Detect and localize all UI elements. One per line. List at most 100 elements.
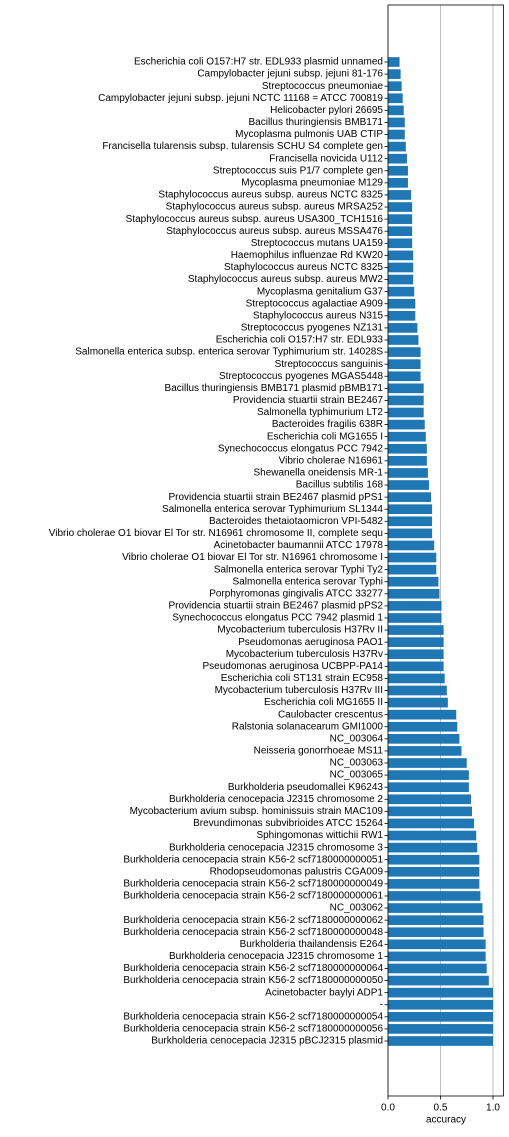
bar [388,552,437,563]
y-tick-label: Streptococcus sanguinis [275,359,383,370]
bar [388,794,471,805]
bar [388,298,416,309]
y-tick-label: Vibrio cholerae O1 biovar El Tor str. N1… [49,528,383,539]
y-tick-label: Escherichia coli MG1655 I [267,431,383,442]
bar [388,431,426,442]
y-tick-label: NC_003062 [330,903,384,914]
y-tick-label: Burkholderia cenocepacia J2315 pBCJ2315 … [151,1036,383,1047]
bar [388,697,448,708]
bar [388,286,415,297]
y-tick-label: Streptococcus pneumoniae [262,81,384,92]
y-tick-label: Mycobacterium tuberculosis H37Rv II [217,625,383,636]
bar [388,202,413,212]
bar [388,625,444,635]
y-tick-label: Campylobacter jejuni subsp. jejuni NCTC … [98,93,383,104]
y-tick-label: Haemophilus influenzae Rd KW20 [231,250,384,261]
y-tick-label: Staphylococcus aureus subsp. aureus USA3… [126,214,384,225]
bar [388,576,439,587]
bar [388,806,472,817]
axes-frame [387,4,504,1097]
bar [388,178,408,188]
bar [388,975,489,986]
bar [388,480,429,490]
y-tick-label: Synechococcus elongatus PCC 7942 [218,443,384,454]
y-tick-label: Shewanella oneidensis MR-1 [253,468,383,479]
bar [388,818,475,829]
bar [388,516,433,527]
bar [388,190,412,200]
y-tick-label: Salmonella enterica subsp. enterica sero… [75,347,383,358]
y-tick-label: Staphylococcus aureus subsp. aureus MW2 [188,274,384,285]
bar [388,69,401,79]
bar [388,540,435,551]
y-tick-label: Synechococcus elongatus PCC 7942 plasmid… [172,613,383,624]
bar [388,854,480,865]
y-tick-label: Streptococcus pyogenes NZ131 [241,323,384,334]
y-tick-label: Francisella novicida U112 [269,153,383,164]
y-tick-label: Mycoplasma genitalium G37 [257,286,384,297]
bar [388,93,403,104]
y-tick-label: Salmonella enterica serovar Typhi Ty2 [214,564,384,575]
y-tick-label: Providencia stuartii strain BE2467 plasm… [168,601,383,612]
y-tick-label: Burkholderia cenocepacia strain K56-2 sc… [123,854,383,865]
bar [388,310,416,321]
bar [388,274,414,285]
bar [388,323,418,333]
bar [388,443,427,454]
y-tick-label: Mycobacterium tuberculosis H37Rv III [215,685,383,696]
bar [388,117,405,128]
bar [388,347,421,357]
bar [388,407,424,418]
bar [388,939,486,950]
y-tick-label: Burkholderia thailandensis E264 [240,939,384,950]
bar [388,141,406,152]
bar [388,165,408,176]
y-tick-label: Escherichia coli O157:H7 str. EDL933 pla… [134,57,383,68]
bar [388,504,433,515]
bar [388,637,444,647]
bar [388,468,428,478]
bar [388,866,480,877]
y-tick-label: Staphylococcus aureus subsp. aureus MRSA… [166,202,384,213]
y-tick-label: Burkholderia cenocepacia strain K56-2 sc… [123,975,383,986]
bar [388,214,413,224]
y-tick-label: Escherichia coli ST131 strain EC958 [221,673,384,684]
bar [388,1036,493,1046]
y-tick-label: Ralstonia solanacearum GMI1000 [232,721,384,732]
y-tick-label: Burkholderia cenocepacia strain K56-2 sc… [123,891,383,902]
bar [388,129,405,140]
y-tick-label: Mycoplasma pulmonis UAB CTIP [235,129,383,140]
y-tick-label: Burkholderia cenocepacia J2315 chromosom… [169,842,383,853]
y-tick-label: Staphylococcus aureus subsp. aureus NCTC… [158,190,383,201]
y-tick-label: Streptococcus suis P1/7 complete gen [213,165,383,176]
y-tick-label: NC_003064 [330,733,384,744]
y-tick-label: Mycobacterium avium subsp. hominissuis s… [130,806,384,817]
bar [388,987,493,998]
y-tick-label: Rhodopseudomonas palustris CGA009 [210,866,384,877]
bar [388,1024,493,1034]
y-tick-label: Streptococcus pyogenes MGAS5448 [219,371,383,382]
bar [388,238,413,249]
x-axis-label: accuracy [426,1115,466,1126]
y-tick-label: Burkholderia cenocepacia strain K56-2 sc… [123,963,383,974]
y-tick-label: Staphylococcus aureus N315 [253,310,384,321]
bar [388,456,427,466]
y-tick-label: Bacillus subtilis 168 [296,480,384,491]
y-tick-label: Burkholderia cenocepacia strain K56-2 sc… [123,915,383,926]
bar [388,588,440,599]
bar [388,842,478,853]
y-tick-label: Vibrio cholerae N16961 [279,455,384,466]
y-tick-label: NC_003065 [330,770,384,781]
bar [388,250,414,261]
bar [388,262,414,273]
bar [388,153,407,164]
bar [388,673,445,684]
bar [388,879,480,889]
bar [388,758,467,768]
y-tick-label: Streptococcus mutans UA159 [251,238,384,249]
y-tick-label: - [380,999,383,1010]
y-tick-label: Burkholderia cenocepacia strain K56-2 sc… [123,927,383,938]
y-tick-label: Burkholderia cenocepacia strain K56-2 sc… [123,1024,383,1035]
y-tick-label: Francisella tularensis subsp. tularensis… [102,141,383,152]
